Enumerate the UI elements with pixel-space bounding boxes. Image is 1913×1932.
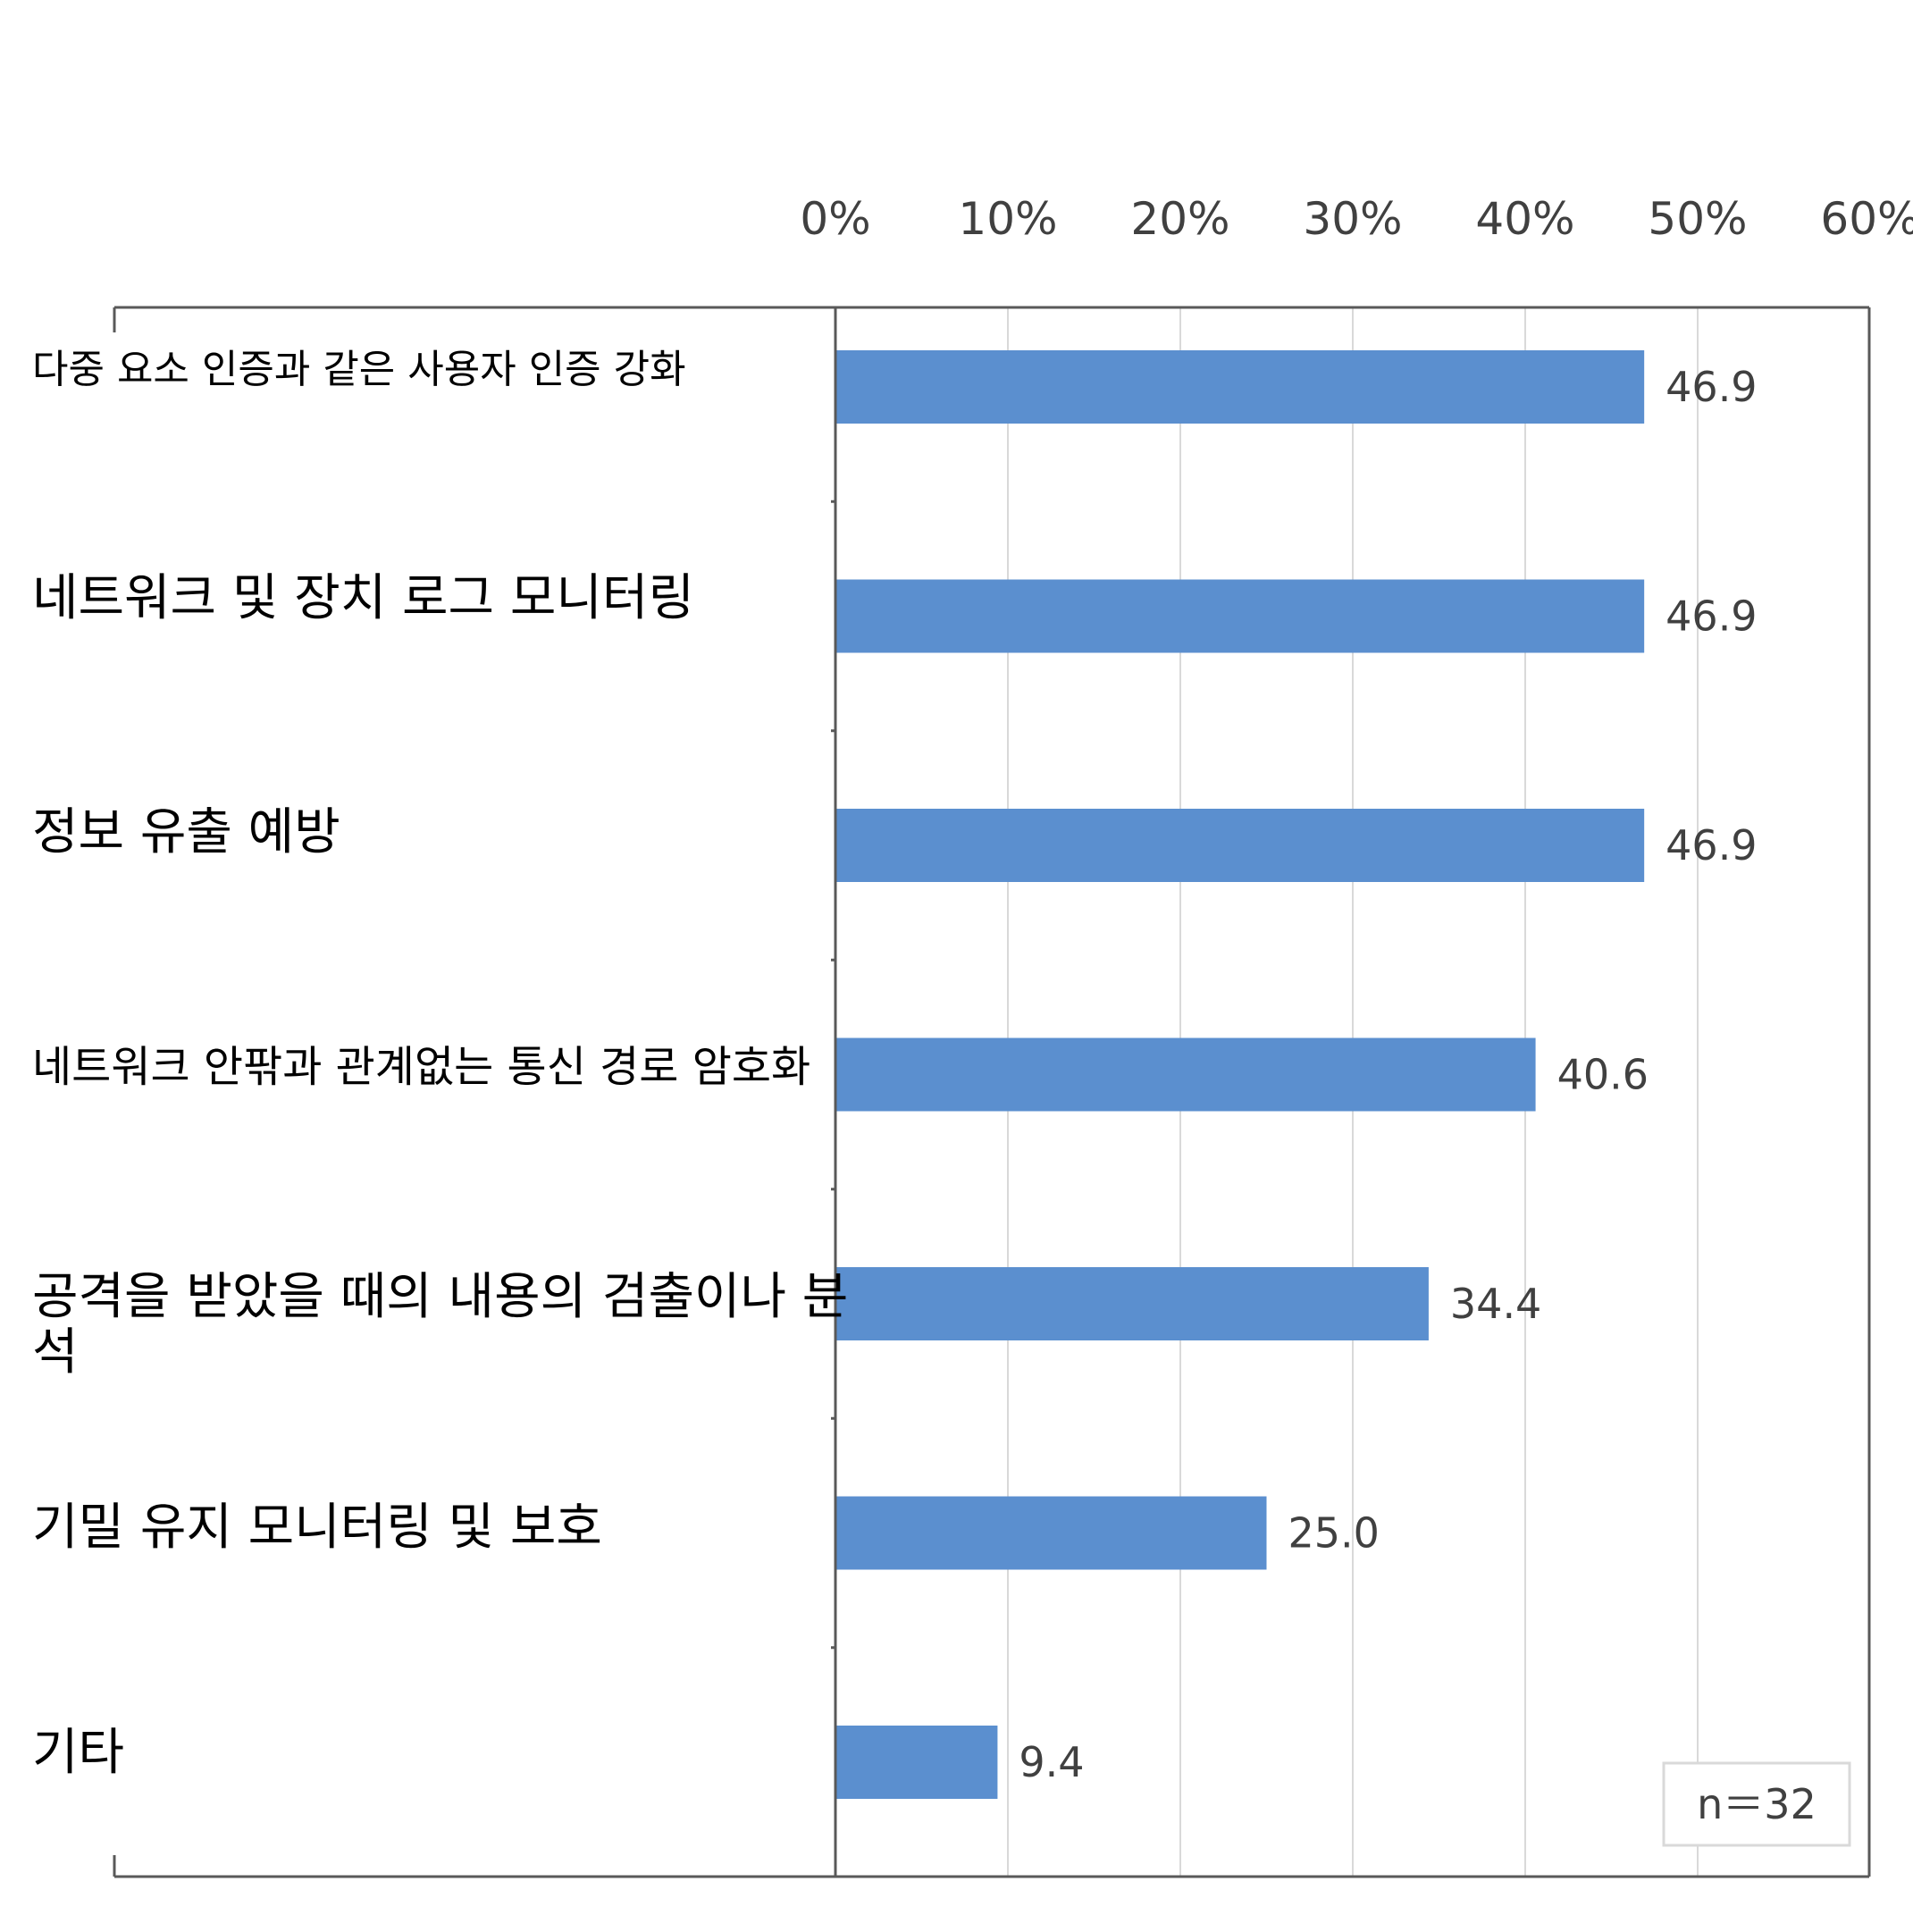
chart-frame [113,306,1871,1878]
bar [836,809,1645,882]
category-label-line: 네트워크 안팎과 관계없는 통신 경로 암호화 [32,1042,810,1092]
category-label: 기밀 유지 모니터링 및 보호 [32,1499,602,1557]
bar [836,1496,1267,1570]
bar-value-label: 25.0 [1288,1509,1380,1558]
bar [836,579,1645,653]
category-label: 네트워크 및 장치 로그 모니터링 [32,569,694,627]
sample-size-note: n＝32 [1662,1761,1851,1847]
x-tick-label: 0% [800,193,870,245]
bar [836,1037,1536,1112]
bar-value-label: 34.4 [1450,1280,1541,1328]
category-label: 다중 요소 인증과 같은 사용자 인증 강화 [32,347,686,392]
n-box [1662,1761,1851,1847]
category-label: 정보 유출 예방 [32,803,340,861]
value-labels: 46.9 46.9 46.9 40.6 34.4 25.0 9.4 [1019,363,1757,1786]
bar-value-label: 9.4 [1019,1738,1084,1786]
x-tick-label: 50% [1648,193,1747,245]
bar [836,1726,998,1799]
bar-value-label: 46.9 [1665,592,1757,641]
category-label-line: 석 [32,1323,79,1382]
bar-value-label: 46.9 [1665,363,1757,411]
category-label: 기타 [32,1724,124,1782]
x-tick-label: 20% [1130,193,1229,245]
bar-value-label: 40.6 [1557,1051,1649,1099]
category-label: 네트워크 안팎과 관계없는 통신 경로 암호화 [32,1042,810,1092]
bar-value-label: 46.9 [1665,821,1757,869]
bar [836,350,1645,424]
n-label: n＝32 [1697,1780,1817,1828]
x-axis-ticks: 0% 10% 20% 30% 40% 50% 60% [800,193,1913,245]
bars [836,350,1645,1799]
x-tick-label: 60% [1820,193,1913,245]
bar [836,1267,1429,1340]
x-tick-label: 30% [1303,193,1402,245]
x-tick-label: 40% [1475,193,1574,245]
x-tick-label: 10% [958,193,1057,245]
category-label-line: 공격을 받았을 때의 내용의 검출이나 분 [32,1268,848,1326]
